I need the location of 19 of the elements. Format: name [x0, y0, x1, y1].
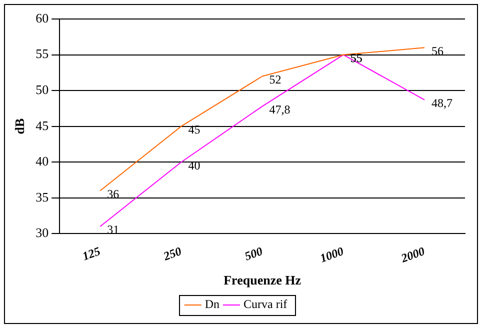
- x-axis-title: Frequenze Hz: [224, 272, 302, 288]
- x-tick-label: 500: [242, 244, 264, 264]
- y-axis-title: dB: [12, 118, 28, 134]
- data-label: 47,8: [269, 102, 290, 116]
- y-tick-label: 60: [36, 10, 49, 26]
- y-tick-label: 40: [36, 154, 49, 169]
- x-tick-label: 125: [80, 244, 102, 264]
- y-tick-label: 50: [36, 82, 49, 97]
- y-tick-label: 55: [36, 46, 49, 62]
- x-tick-label: 1000: [318, 244, 346, 266]
- y-tick-label: 30: [36, 225, 49, 240]
- legend-label: Dn: [204, 297, 220, 312]
- x-tick-label: 250: [160, 244, 184, 264]
- data-label: 48,7: [431, 96, 452, 110]
- legend-label: Curva rif: [244, 297, 288, 312]
- y-tick-label: 35: [36, 189, 49, 204]
- y-tick-label: 45: [36, 118, 49, 133]
- x-tick-label: 2000: [398, 244, 427, 266]
- data-label: 52: [269, 72, 282, 86]
